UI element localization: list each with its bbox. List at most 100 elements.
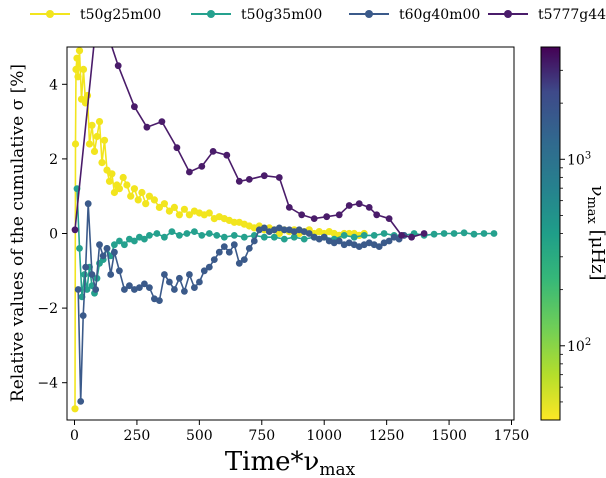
data-point [99, 252, 107, 260]
data-point [360, 232, 368, 239]
data-point [373, 211, 381, 219]
data-point [170, 203, 178, 211]
legend-item: t5777g44m00 [488, 7, 606, 23]
plot-area: 0 250 500 750 1000 1250 1500 1750 −4 −2 0 2 4 [37, 46, 530, 444]
data-point [298, 211, 306, 219]
data-point [260, 233, 268, 241]
data-point [440, 230, 448, 237]
data-point [134, 196, 142, 204]
data-point [176, 232, 183, 239]
data-point [323, 213, 331, 221]
data-point [196, 278, 203, 286]
data-point [125, 282, 133, 290]
data-point [143, 123, 151, 131]
data-point [198, 163, 206, 170]
data-point [420, 230, 428, 237]
legend-item: t50g35m00 [191, 7, 322, 23]
data-point [450, 230, 458, 237]
data-point [200, 267, 208, 275]
data-point [75, 47, 84, 55]
data-point [84, 200, 92, 208]
legend-item: t50g25m00 [30, 7, 161, 23]
data-point [158, 118, 166, 125]
legend-label: t50g35m00 [241, 7, 322, 23]
data-point [245, 245, 253, 252]
data-point [335, 237, 343, 245]
x-axis-label: Time*νmax [225, 447, 356, 478]
legend-marker [365, 10, 373, 18]
data-point [220, 243, 228, 251]
data-point [95, 118, 104, 126]
data-point [88, 121, 96, 129]
legend-item: t60g40m00 [349, 7, 480, 23]
data-point [175, 211, 183, 219]
legend-label: t5777g44m00 [538, 7, 606, 23]
data-point [92, 286, 100, 293]
data-point [96, 241, 103, 249]
data-point [430, 230, 438, 238]
data-point [165, 207, 173, 215]
data-point [83, 91, 92, 100]
data-point [240, 233, 248, 241]
data-point [108, 170, 116, 178]
data-point [77, 398, 85, 405]
data-point [275, 174, 283, 181]
data-point [141, 235, 148, 243]
data-point [90, 147, 99, 155]
data-point [270, 233, 278, 241]
data-point [103, 245, 111, 252]
data-point [116, 237, 123, 245]
data-point [300, 235, 308, 243]
data-point [375, 243, 383, 251]
data-point [280, 226, 288, 234]
data-point [385, 215, 393, 223]
x-tick-label: 250 [124, 428, 151, 444]
series-line [74, 47, 425, 239]
y-tick-label: −4 [37, 376, 58, 392]
data-point [235, 259, 243, 267]
data-point [235, 177, 243, 185]
data-point [398, 232, 405, 239]
data-point [223, 151, 231, 159]
legend-marker [207, 10, 215, 18]
data-point [107, 271, 115, 278]
data-point [111, 241, 118, 249]
data-point [260, 172, 268, 180]
data-point [168, 228, 176, 236]
data-point [74, 73, 82, 81]
data-point [145, 192, 153, 200]
data-point [71, 140, 80, 148]
data-point [71, 226, 79, 234]
data-point [290, 233, 298, 241]
legend-label: t60g40m00 [399, 7, 480, 23]
data-point [181, 287, 188, 295]
y-tick-label: 4 [49, 77, 58, 93]
data-point [79, 312, 87, 319]
y-axis: −4 −2 0 2 4 [37, 77, 67, 392]
data-point [365, 204, 373, 211]
data-point [111, 248, 118, 256]
data-point [115, 185, 123, 193]
data-point [72, 65, 80, 73]
colorbar-tick-label: 102 [567, 337, 591, 355]
colorbar-tick-label: 103 [567, 150, 591, 168]
data-point [355, 200, 363, 208]
data-point [116, 267, 123, 275]
legend-marker [46, 10, 54, 18]
x-tick-label: 1250 [369, 428, 405, 444]
data-point [173, 144, 181, 152]
data-point [136, 284, 143, 291]
data-point [176, 274, 183, 282]
data-point [186, 168, 193, 176]
legend: t50g25m00 t50g35m00 t60g40m00 t5777g44m00 [30, 7, 606, 23]
data-point [156, 297, 163, 304]
series-t50g35m00 [73, 185, 498, 301]
data-point [161, 233, 168, 241]
data-point [260, 224, 268, 232]
colorbar-label: νmax [μHz] [584, 185, 606, 280]
series-t5777g44m00 [71, 47, 428, 241]
colorbar-gradient [540, 46, 561, 421]
x-tick-label: 1750 [494, 428, 530, 444]
data-point [155, 203, 163, 211]
